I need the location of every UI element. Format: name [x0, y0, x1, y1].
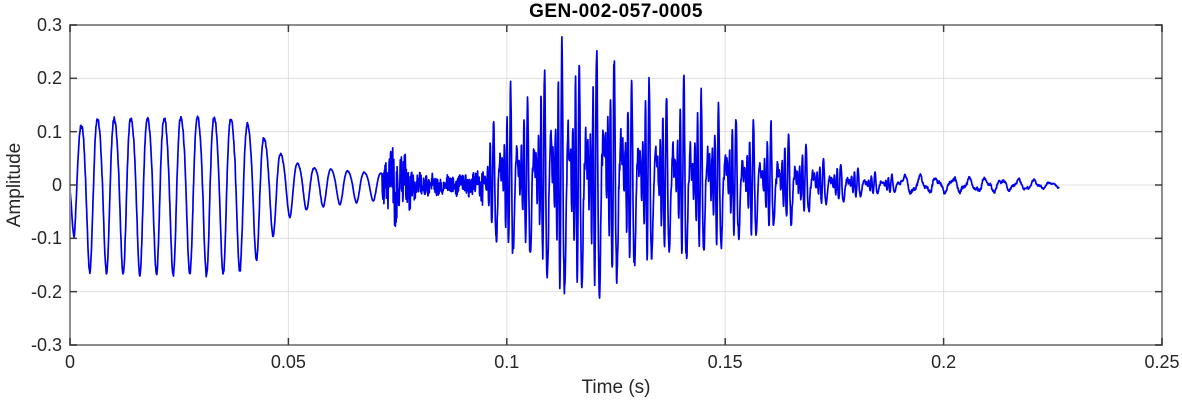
x-axis-label: Time (s): [581, 377, 651, 398]
x-tick-label: 0.2: [931, 352, 957, 372]
y-tick-label: -0.3: [30, 335, 62, 355]
x-tick-label: 0.25: [1144, 352, 1180, 372]
x-tick-label: 0: [64, 352, 76, 372]
y-tick-label: -0.1: [30, 228, 62, 249]
x-tick-label: 0.15: [707, 352, 743, 372]
x-tick-label: 0.1: [494, 352, 520, 372]
y-tick-label: -0.2: [30, 281, 62, 302]
y-tick-label: 0: [51, 175, 62, 195]
y-tick-label: 0.1: [36, 121, 62, 142]
y-tick-label: 0.3: [36, 15, 62, 35]
plot-title: GEN-002-057-0005: [529, 1, 703, 22]
y-tick-label: 0.2: [36, 68, 62, 89]
waveform-line: [69, 35, 1060, 299]
x-tick-label: 0.05: [270, 352, 306, 372]
tick-marks: [69, 24, 1163, 346]
